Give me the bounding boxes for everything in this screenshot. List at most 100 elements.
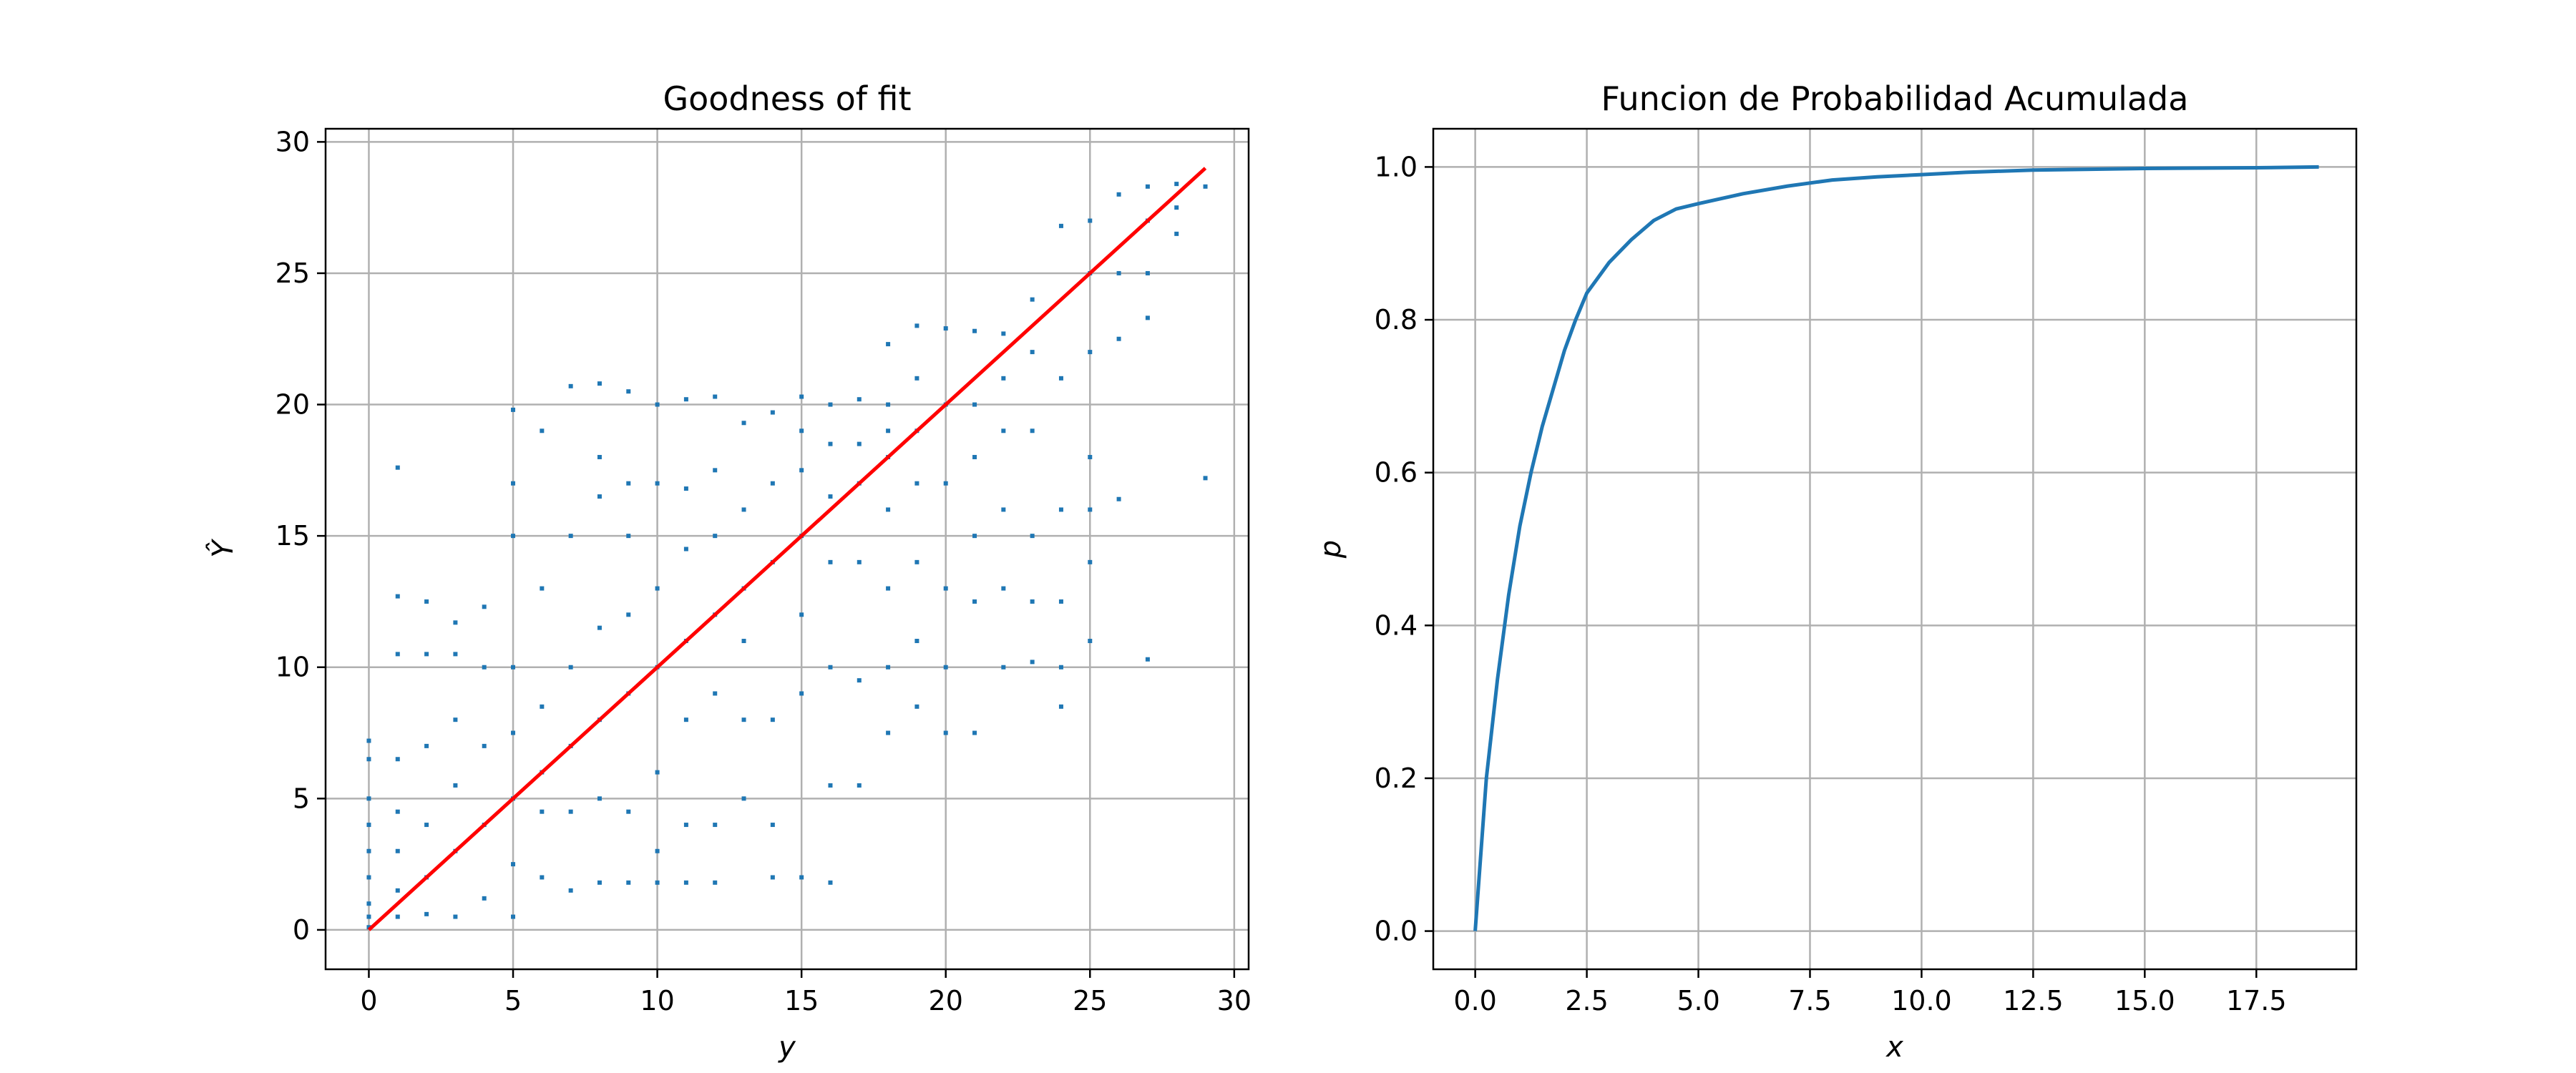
scatter-point: [799, 875, 804, 880]
scatter-point: [799, 691, 804, 696]
x-tick-label: 0: [360, 985, 377, 1016]
axis-ticks: 0 5 10 15 20 25 30 0 5 10 15 20 25 30: [275, 126, 1252, 1016]
scatter-point: [1088, 639, 1093, 644]
scatter-point: [424, 599, 429, 604]
scatter-point: [395, 888, 400, 893]
scatter-point: [828, 880, 833, 885]
scatter-point: [1058, 223, 1063, 228]
y-tick-label: 25: [275, 258, 310, 289]
scatter-point: [424, 743, 429, 748]
scatter-point: [683, 823, 688, 828]
x-tick-label: 2.5: [1565, 985, 1608, 1016]
scatter-point: [770, 875, 775, 880]
scatter-point: [655, 481, 660, 486]
scatter-point: [1116, 270, 1121, 275]
scatter-point: [395, 809, 400, 814]
y-tick-label: 0.2: [1375, 763, 1418, 794]
scatter-point: [424, 911, 429, 916]
cdf-line: [1473, 165, 2319, 931]
scatter-point: [655, 770, 660, 775]
scatter-point: [1203, 184, 1208, 189]
scatter-point: [770, 717, 775, 722]
x-tick-label: 25: [1073, 985, 1107, 1016]
scatter-point: [1174, 231, 1179, 236]
scatter-point: [943, 481, 948, 486]
cumulative-probability-chart: 0.0 2.5 5.0 7.5 10.0 12.5 15.0 17.5 0.0 0.2 0.4 0.6…: [1314, 79, 2358, 1064]
cdf-line-path: [1473, 165, 2319, 931]
plot-frame: [324, 127, 1250, 971]
x-tick-label: 15: [784, 985, 819, 1016]
scatter-point: [366, 901, 371, 906]
scatter-point: [597, 796, 602, 801]
scatter-point: [453, 620, 458, 625]
y-tick-label: 30: [275, 126, 310, 157]
scatter-point: [1088, 454, 1093, 459]
scatter-point: [453, 914, 458, 919]
scatter-point: [914, 481, 919, 486]
scatter-point: [713, 880, 718, 885]
scatter-point: [453, 652, 458, 657]
scatter-point: [626, 809, 631, 814]
scatter-point: [597, 880, 602, 885]
x-tick-label: 30: [1217, 985, 1252, 1016]
scatter-point: [626, 880, 631, 885]
scatter-point: [1088, 218, 1093, 223]
scatter-point: [1116, 192, 1121, 197]
x-tick-label: 5: [504, 985, 522, 1016]
scatter-point: [741, 421, 746, 426]
scatter-point: [511, 730, 516, 735]
plot-frame: [1432, 127, 2358, 971]
scatter-point: [482, 604, 487, 609]
scatter-point: [1030, 599, 1035, 604]
scatter-point: [972, 454, 977, 459]
x-tick-label: 17.5: [2226, 985, 2287, 1016]
y-tick-label: 15: [275, 520, 310, 552]
scatter-point: [972, 402, 977, 407]
scatter-point: [366, 757, 371, 762]
scatter-point: [1058, 599, 1063, 604]
scatter-point: [655, 880, 660, 885]
scatter-point: [540, 875, 545, 880]
scatter-point: [914, 704, 919, 709]
y-tick-label: 0: [293, 914, 310, 946]
y-tick-label: 10: [275, 652, 310, 683]
scatter-point: [1001, 331, 1006, 336]
scatter-point: [1116, 496, 1121, 501]
scatter-point: [597, 625, 602, 630]
scatter-point: [655, 848, 660, 853]
scatter-point: [597, 494, 602, 499]
scatter-point: [713, 823, 718, 828]
scatter-point: [828, 441, 833, 446]
scatter-point: [395, 652, 400, 657]
scatter-point: [597, 381, 602, 386]
scatter-point: [713, 691, 718, 696]
scatter-point: [395, 465, 400, 470]
x-tick-label: 10: [640, 985, 674, 1016]
scatter-point: [828, 665, 833, 670]
scatter-point: [540, 809, 545, 814]
scatter-point: [1145, 657, 1150, 662]
x-tick-label: 5.0: [1677, 985, 1719, 1016]
scatter-point: [511, 481, 516, 486]
scatter-point: [482, 743, 487, 748]
scatter-point: [1058, 507, 1063, 512]
scatter-point: [799, 468, 804, 473]
scatter-point: [828, 494, 833, 499]
scatter-point: [626, 481, 631, 486]
scatter-point: [511, 665, 516, 670]
scatter-point: [1116, 336, 1121, 341]
scatter-point: [366, 914, 371, 919]
scatter-point: [857, 559, 862, 564]
scatter-point: [1058, 376, 1063, 381]
scatter-point: [1030, 350, 1035, 355]
scatter-point: [626, 612, 631, 617]
scatter-point: [540, 586, 545, 591]
scatter-point: [972, 599, 977, 604]
scatter-point: [943, 730, 948, 735]
scatter-point: [741, 796, 746, 801]
scatter-point: [972, 534, 977, 539]
scatter-point: [770, 823, 775, 828]
scatter-point: [741, 717, 746, 722]
scatter-point: [424, 823, 429, 828]
